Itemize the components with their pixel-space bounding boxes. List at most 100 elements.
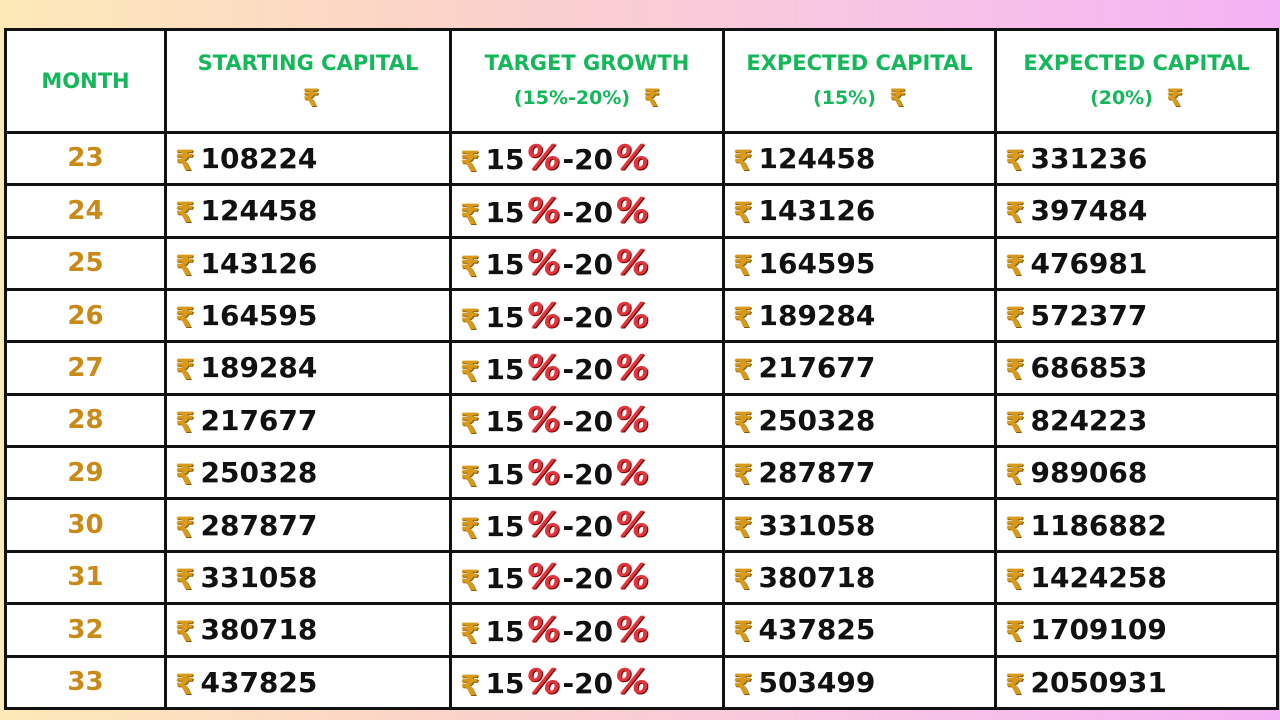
rupee-icon: ₹ bbox=[175, 248, 195, 282]
percent-icon: % bbox=[615, 295, 650, 336]
rupee-icon: ₹ bbox=[1005, 510, 1025, 544]
percent-icon: % bbox=[615, 400, 650, 441]
growth-low: 15 bbox=[485, 300, 525, 334]
header-expected-capital-15: EXPECTED CAPITAL (15%) ₹ bbox=[722, 28, 997, 134]
percent-icon: % bbox=[615, 138, 650, 179]
target-growth-cell: ₹15%-20% bbox=[449, 602, 725, 658]
rupee-icon: ₹ bbox=[643, 83, 661, 112]
rupee-icon: ₹ bbox=[460, 459, 480, 493]
rupee-icon: ₹ bbox=[175, 510, 195, 544]
starting-capital-cell: ₹217677 bbox=[164, 392, 452, 449]
target-growth-cell: ₹15%-20% bbox=[449, 549, 725, 606]
expected-capital-15-cell: ₹287877 bbox=[722, 444, 997, 501]
starting-capital-value: 380718 bbox=[200, 613, 318, 647]
target-growth-cell: ₹15%-20% bbox=[449, 235, 725, 291]
growth-low: 15 bbox=[485, 457, 525, 491]
expected-capital-20-cell: ₹1186882 bbox=[994, 497, 1279, 553]
expected-capital-15-value: 380718 bbox=[758, 560, 876, 594]
month-cell: 23 bbox=[4, 130, 167, 187]
percent-icon: % bbox=[526, 662, 561, 703]
expected-capital-15-cell: ₹503499 bbox=[722, 654, 997, 710]
expected-capital-20-cell: ₹989068 bbox=[994, 444, 1279, 501]
expected-capital-15-value: 287877 bbox=[758, 456, 876, 490]
expected-capital-15-value: 250328 bbox=[758, 403, 876, 437]
starting-capital-cell: ₹189284 bbox=[164, 340, 452, 396]
expected-capital-20-value: 824223 bbox=[1030, 403, 1148, 437]
starting-capital-cell: ₹108224 bbox=[164, 130, 452, 187]
growth-high: 20 bbox=[574, 248, 614, 282]
expected-capital-15-value: 164595 bbox=[758, 246, 876, 280]
rupee-icon: ₹ bbox=[175, 196, 195, 230]
growth-low: 15 bbox=[485, 143, 525, 177]
growth-high: 20 bbox=[574, 510, 614, 544]
month-cell: 26 bbox=[4, 287, 167, 344]
starting-capital-value: 250328 bbox=[200, 456, 318, 490]
percent-icon: % bbox=[526, 452, 561, 493]
rupee-icon: ₹ bbox=[175, 405, 195, 439]
header-month: MONTH bbox=[4, 28, 167, 134]
capital-growth-table: MONTH STARTING CAPITAL ₹ TARGET GROWTH (… bbox=[4, 28, 1279, 710]
target-growth-cell: ₹15%-20% bbox=[449, 444, 725, 501]
starting-capital-value: 287877 bbox=[200, 508, 318, 542]
percent-icon: % bbox=[615, 557, 650, 598]
rupee-icon: ₹ bbox=[175, 458, 195, 492]
percent-icon: % bbox=[615, 452, 650, 493]
rupee-icon: ₹ bbox=[460, 564, 480, 598]
growth-high: 20 bbox=[574, 457, 614, 491]
month-cell: 25 bbox=[4, 235, 167, 291]
expected-capital-20-cell: ₹1709109 bbox=[994, 602, 1279, 658]
rupee-icon: ₹ bbox=[460, 407, 480, 441]
starting-capital-cell: ₹164595 bbox=[164, 287, 452, 344]
rupee-icon: ₹ bbox=[460, 669, 480, 703]
growth-dash: - bbox=[562, 562, 575, 596]
rupee-icon: ₹ bbox=[733, 353, 753, 387]
target-growth-cell: ₹15%-20% bbox=[449, 130, 725, 187]
growth-high: 20 bbox=[574, 405, 614, 439]
table-row: 23 ₹108224 ₹15%-20% ₹124458 ₹331236 bbox=[4, 130, 1279, 187]
rupee-icon: ₹ bbox=[733, 196, 753, 230]
expected-capital-20-value: 686853 bbox=[1030, 351, 1148, 385]
month-cell: 33 bbox=[4, 654, 167, 710]
starting-capital-value: 437825 bbox=[200, 665, 318, 699]
month-cell: 31 bbox=[4, 549, 167, 606]
header-starting-capital: STARTING CAPITAL ₹ bbox=[164, 28, 452, 134]
expected-capital-20-cell: ₹572377 bbox=[994, 287, 1279, 344]
expected-capital-20-value: 476981 bbox=[1030, 246, 1148, 280]
expected-capital-20-cell: ₹331236 bbox=[994, 130, 1279, 187]
table-row: 31 ₹331058 ₹15%-20% ₹380718 ₹1424258 bbox=[4, 549, 1279, 606]
expected-capital-20-value: 1424258 bbox=[1030, 560, 1167, 594]
starting-capital-cell: ₹287877 bbox=[164, 497, 452, 553]
rupee-icon: ₹ bbox=[175, 353, 195, 387]
table-row: 27 ₹189284 ₹15%-20% ₹217677 ₹686853 bbox=[4, 340, 1279, 396]
growth-low: 15 bbox=[485, 614, 525, 648]
rupee-icon: ₹ bbox=[733, 143, 753, 177]
expected-capital-15-value: 331058 bbox=[758, 508, 876, 542]
month-cell: 27 bbox=[4, 340, 167, 396]
table-row: 29 ₹250328 ₹15%-20% ₹287877 ₹989068 bbox=[4, 444, 1279, 501]
expected-capital-15-cell: ₹189284 bbox=[722, 287, 997, 344]
rupee-icon: ₹ bbox=[889, 83, 906, 112]
starting-capital-cell: ₹124458 bbox=[164, 183, 452, 239]
rupee-icon: ₹ bbox=[1005, 353, 1025, 387]
table-row: 30 ₹287877 ₹15%-20% ₹331058 ₹1186882 bbox=[4, 497, 1279, 553]
percent-icon: % bbox=[526, 190, 561, 231]
starting-capital-value: 217677 bbox=[200, 403, 318, 437]
table-row: 33 ₹437825 ₹15%-20% ₹503499 ₹2050931 bbox=[4, 654, 1279, 710]
percent-icon: % bbox=[526, 400, 561, 441]
target-growth-cell: ₹15%-20% bbox=[449, 654, 725, 710]
expected-capital-15-cell: ₹250328 bbox=[722, 392, 997, 449]
expected-capital-15-cell: ₹164595 bbox=[722, 235, 997, 291]
expected-capital-20-value: 331236 bbox=[1030, 141, 1148, 175]
rupee-icon: ₹ bbox=[733, 667, 753, 701]
expected-capital-20-cell: ₹2050931 bbox=[994, 654, 1279, 710]
expected-capital-15-cell: ₹437825 bbox=[722, 602, 997, 658]
growth-dash: - bbox=[562, 510, 575, 544]
expected-capital-20-cell: ₹1424258 bbox=[994, 549, 1279, 606]
percent-icon: % bbox=[526, 295, 561, 336]
expected-capital-20-value: 572377 bbox=[1030, 299, 1148, 333]
rupee-icon: ₹ bbox=[460, 512, 480, 546]
starting-capital-value: 143126 bbox=[200, 246, 318, 280]
rupee-icon: ₹ bbox=[460, 354, 480, 388]
expected-capital-15-cell: ₹380718 bbox=[722, 549, 997, 606]
expected-capital-15-value: 437825 bbox=[758, 613, 876, 647]
